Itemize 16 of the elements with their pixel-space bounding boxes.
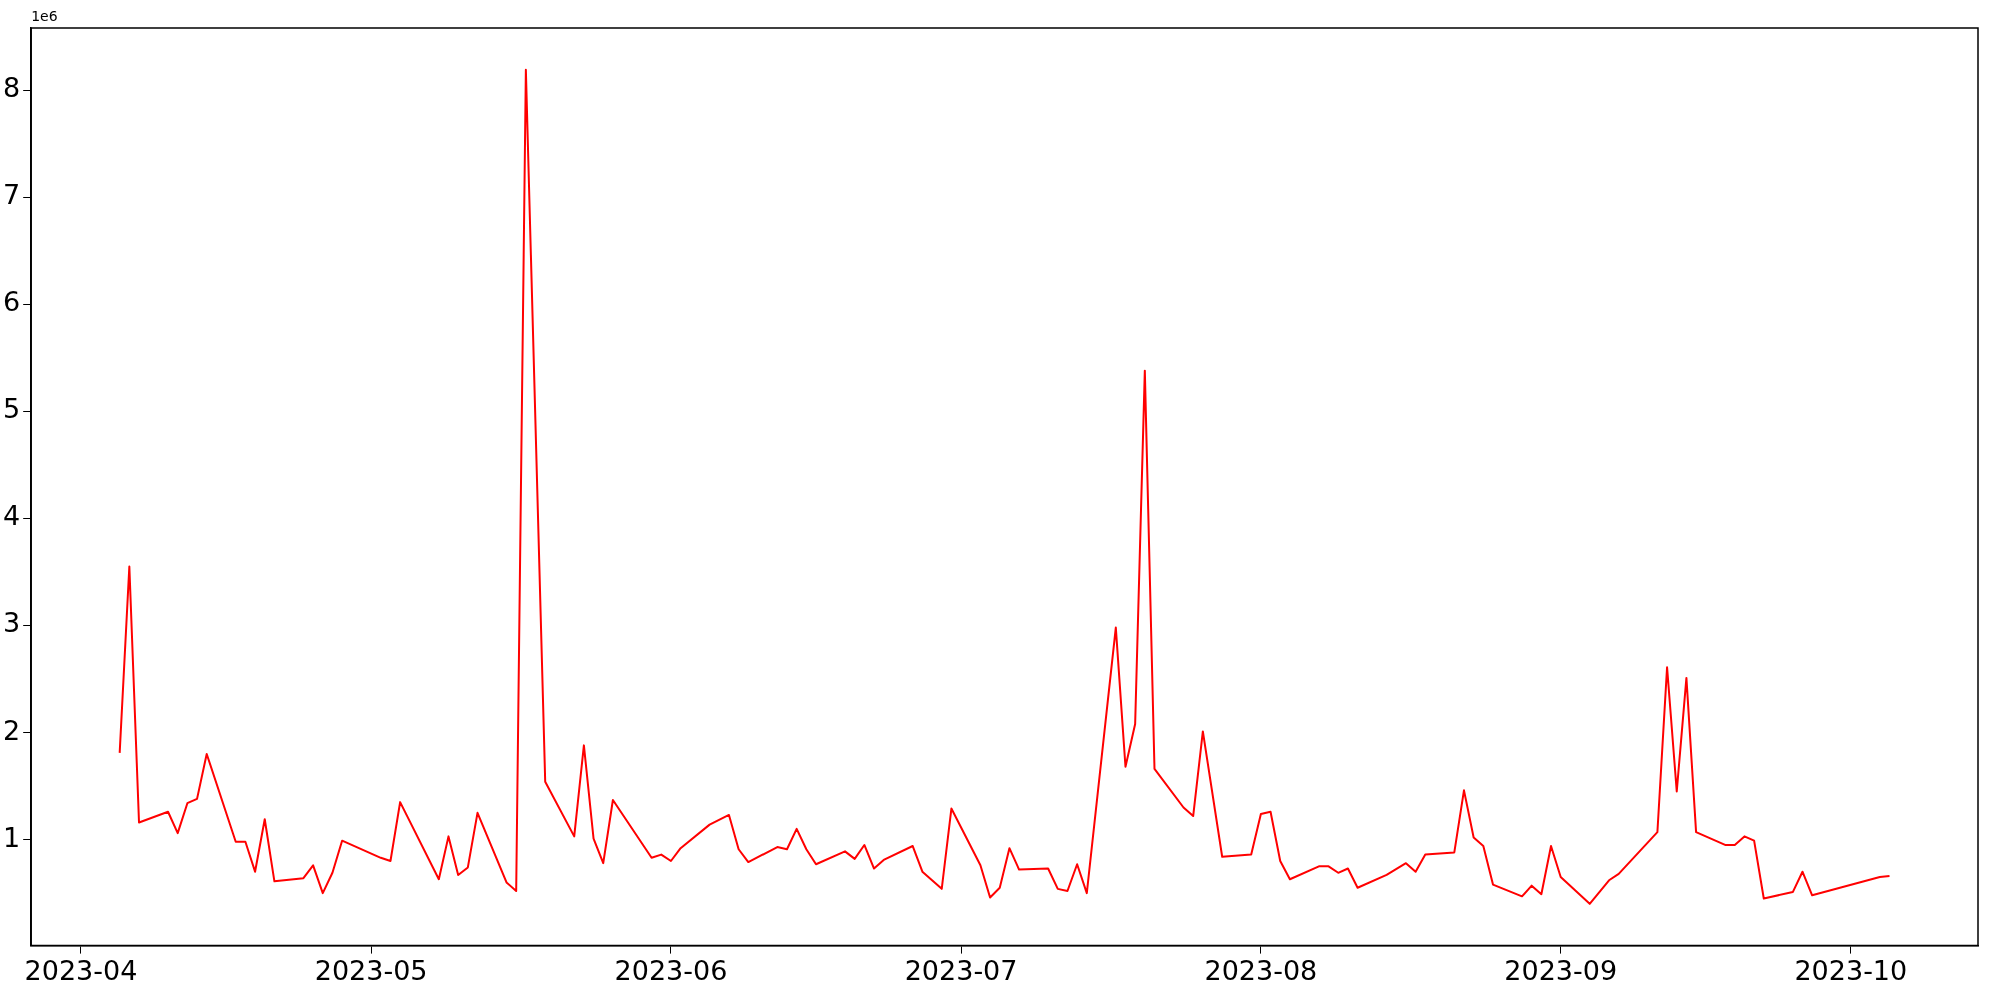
x-tick-label: 2023-06 — [614, 954, 728, 986]
text: 1e6 — [31, 7, 58, 24]
y-tick-label: 2 — [2, 714, 21, 746]
x-tick-label: 2023-07 — [904, 954, 1018, 986]
x-tick-label: 2023-05 — [314, 954, 428, 986]
y-tick-label: 6 — [2, 286, 21, 318]
y-tick-label: 7 — [2, 179, 21, 211]
y-tick-label: 1 — [2, 821, 21, 853]
y-tick-label: 3 — [2, 607, 21, 639]
x-tick-label: 2023-04 — [24, 954, 138, 986]
x-tick-label: 2023-08 — [1204, 954, 1318, 986]
x-tick-label: 2023-09 — [1504, 954, 1618, 986]
y-tick-label: 8 — [2, 72, 21, 104]
x-tick-label: 2023-10 — [1794, 954, 1908, 986]
y-tick-label: 4 — [2, 500, 21, 532]
y-tick-label: 5 — [2, 393, 21, 425]
